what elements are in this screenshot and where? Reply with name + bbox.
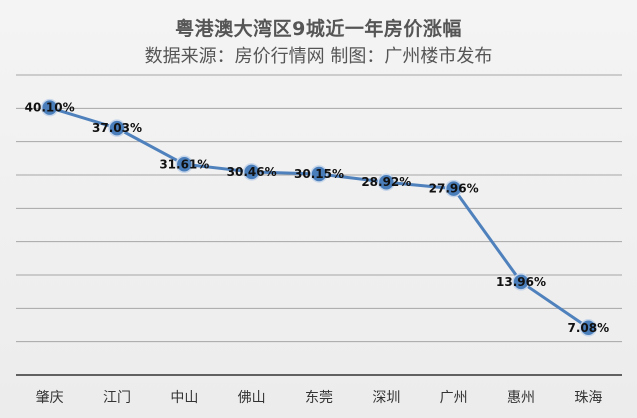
x-tick-label: 广州 (440, 390, 468, 406)
data-point (40, 98, 59, 117)
series-line (49, 106, 590, 330)
chart-title: 粤港澳大湾区9城近一年房价涨幅 (175, 18, 462, 40)
data-point (310, 165, 328, 183)
data-point (444, 179, 463, 198)
data-point (512, 273, 530, 291)
data-point (377, 173, 396, 191)
series-polyline (49, 106, 590, 330)
data-label: 40.10% (25, 101, 75, 115)
x-tick-label: 惠州 (507, 390, 535, 406)
data-point (175, 155, 194, 174)
x-tick-label: 肇庆 (36, 390, 64, 406)
x-tick-label: 佛山 (238, 390, 266, 406)
gridlines (16, 74, 622, 343)
data-label: 37.03% (92, 121, 142, 135)
x-tick-labels: 肇庆 江门 中山 佛山 东莞 深圳 广州 惠州 珠海 (36, 390, 603, 406)
x-tick-label: 珠海 (574, 390, 602, 406)
data-point (108, 119, 126, 137)
data-label: 27.96% (429, 182, 479, 196)
data-markers (40, 98, 598, 337)
data-label: 30.46% (227, 165, 277, 179)
data-label: 13.96% (496, 275, 546, 289)
data-label: 31.61% (159, 157, 209, 171)
data-point (579, 319, 598, 337)
data-point (242, 163, 261, 181)
x-tick-label: 东莞 (305, 390, 333, 406)
data-label: 7.08% (568, 321, 610, 335)
x-tick-label: 江门 (103, 390, 131, 406)
x-tick-label: 深圳 (372, 390, 400, 406)
data-labels: 40.10% 37.03% 31.61% 30.46% 30.15% 28.92% 27.9… (25, 101, 609, 335)
x-tick-label: 中山 (170, 390, 198, 406)
chart-subtitle: 数据来源：房价行情网 制图：广州楼市发布 (144, 46, 493, 67)
data-label: 28.92% (361, 175, 411, 189)
data-label: 30.15% (294, 167, 344, 181)
